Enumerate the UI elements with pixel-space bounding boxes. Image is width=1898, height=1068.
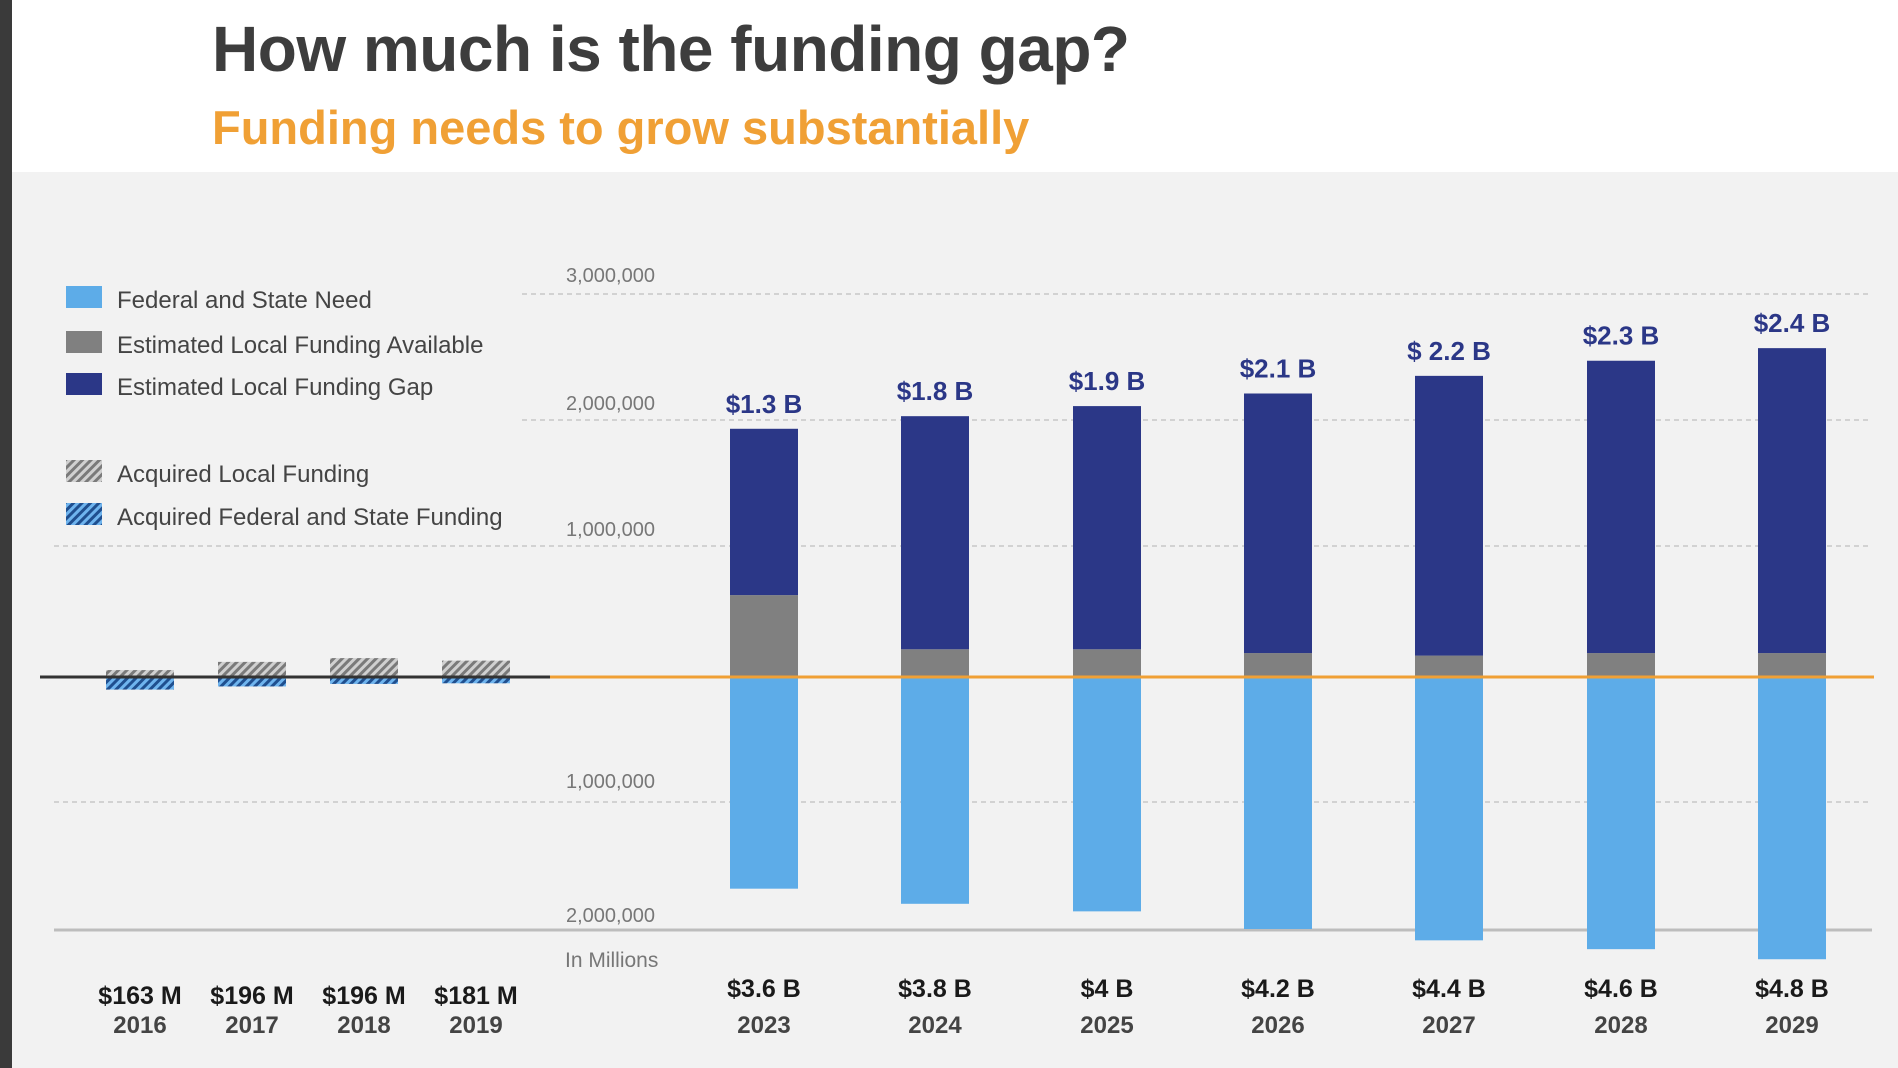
- legend: Federal and State Need Estimated Local F…: [66, 286, 503, 531]
- bars: [106, 348, 1826, 960]
- year-label: 2024: [908, 1012, 962, 1039]
- gap-value-label: $2.3 B: [1583, 321, 1660, 351]
- year-label: 2019: [449, 1012, 502, 1039]
- bar-local-gap: [1587, 360, 1655, 654]
- legend-item-acquired-local: Acquired Local Funding: [66, 460, 369, 488]
- gap-value-label: $1.3 B: [726, 389, 803, 419]
- bar-local-gap: [730, 428, 798, 596]
- year-label: 2027: [1422, 1012, 1475, 1039]
- history-total-label: $181 M: [434, 982, 517, 1010]
- year-label: 2023: [737, 1012, 790, 1039]
- bar-local-available: [901, 649, 969, 677]
- bar-local-available: [1587, 653, 1655, 677]
- legend-item-acquired-federal-state: Acquired Federal and State Funding: [66, 503, 503, 531]
- bar-acquired-federal-state: [106, 677, 174, 690]
- year-label: 2025: [1080, 1012, 1133, 1039]
- funding-gap-chart: 3,000,000 2,000,000 1,000,000 1,000,000 …: [40, 265, 1874, 1039]
- ytick-label: 3,000,000: [566, 265, 655, 287]
- legend-label: Acquired Federal and State Funding: [117, 504, 503, 531]
- need-total-label: $4.8 B: [1755, 975, 1829, 1003]
- bar-acquired-local: [442, 660, 510, 677]
- bar-federal-state-need: [1758, 677, 1826, 960]
- bar-acquired-federal-state: [330, 677, 398, 684]
- bar-local-available: [1758, 653, 1826, 677]
- year-label: 2017: [225, 1012, 278, 1039]
- history-total-label: $196 M: [210, 982, 293, 1010]
- legend-item-federal-state-need: Federal and State Need: [66, 286, 372, 314]
- bar-acquired-federal-state: [442, 677, 510, 684]
- ytick-label: 2,000,000: [566, 393, 655, 415]
- legend-item-local-available: Estimated Local Funding Available: [66, 331, 483, 359]
- bar-local-gap: [901, 416, 969, 650]
- bar-local-gap: [1758, 348, 1826, 654]
- year-label: 2026: [1251, 1012, 1304, 1039]
- need-total-label: $4.4 B: [1412, 975, 1486, 1003]
- bar-acquired-federal-state: [218, 677, 286, 687]
- year-label: 2028: [1594, 1012, 1647, 1039]
- bar-federal-state-need: [1073, 677, 1141, 912]
- units-label: In Millions: [565, 949, 658, 972]
- bar-local-available: [1415, 655, 1483, 677]
- need-total-label: $3.6 B: [727, 975, 801, 1003]
- bar-federal-state-need: [1587, 677, 1655, 950]
- need-total-label: $4.6 B: [1584, 975, 1658, 1003]
- need-total-label: $4.2 B: [1241, 975, 1315, 1003]
- page-subtitle: Funding needs to grow substantially: [212, 101, 1030, 154]
- bar-acquired-local: [218, 661, 286, 677]
- ytick-label: 1,000,000: [566, 519, 655, 541]
- bar-local-gap: [1073, 406, 1141, 650]
- bar-local-available: [730, 595, 798, 677]
- bar-acquired-local: [330, 658, 398, 677]
- history-total-label: $196 M: [322, 982, 405, 1010]
- gap-value-label: $ 2.2 B: [1407, 336, 1491, 366]
- window-edge: [0, 0, 12, 1068]
- bar-acquired-local: [106, 670, 174, 677]
- y-axis-ticks: 3,000,000 2,000,000 1,000,000 1,000,000 …: [565, 265, 658, 972]
- bar-local-gap: [1415, 375, 1483, 656]
- gap-value-label: $1.8 B: [897, 376, 974, 406]
- bar-federal-state-need: [730, 677, 798, 889]
- gap-value-label: $2.4 B: [1754, 308, 1831, 338]
- year-label: 2018: [337, 1012, 390, 1039]
- bar-local-available: [1244, 653, 1312, 677]
- bar-local-available: [1073, 649, 1141, 677]
- year-label: 2029: [1765, 1012, 1818, 1039]
- chart-panel: 3,000,000 2,000,000 1,000,000 1,000,000 …: [12, 172, 1898, 1068]
- gap-value-label: $1.9 B: [1069, 366, 1146, 396]
- bar-local-gap: [1244, 393, 1312, 654]
- ytick-label: 2,000,000: [566, 905, 655, 927]
- legend-label: Federal and State Need: [117, 287, 372, 314]
- gap-value-label: $2.1 B: [1240, 354, 1317, 384]
- legend-label: Estimated Local Funding Gap: [117, 374, 433, 401]
- legend-label: Acquired Local Funding: [117, 461, 369, 488]
- bar-federal-state-need: [901, 677, 969, 904]
- need-total-label: $3.8 B: [898, 975, 972, 1003]
- need-total-label: $4 B: [1081, 975, 1134, 1003]
- legend-item-local-gap: Estimated Local Funding Gap: [66, 373, 433, 401]
- bar-federal-state-need: [1244, 677, 1312, 929]
- ytick-label: 1,000,000: [566, 771, 655, 793]
- legend-label: Estimated Local Funding Available: [117, 332, 483, 359]
- history-total-label: $163 M: [98, 982, 181, 1010]
- bar-federal-state-need: [1415, 677, 1483, 941]
- page-title: How much is the funding gap?: [212, 13, 1130, 85]
- year-label: 2016: [113, 1012, 166, 1039]
